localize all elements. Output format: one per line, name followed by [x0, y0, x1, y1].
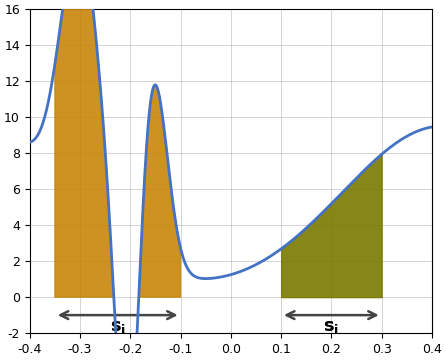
Text: $\mathbf{s_i}$: $\mathbf{s_i}$: [323, 318, 339, 336]
Text: $\mathbf{s_i}$: $\mathbf{s_i}$: [110, 318, 126, 336]
